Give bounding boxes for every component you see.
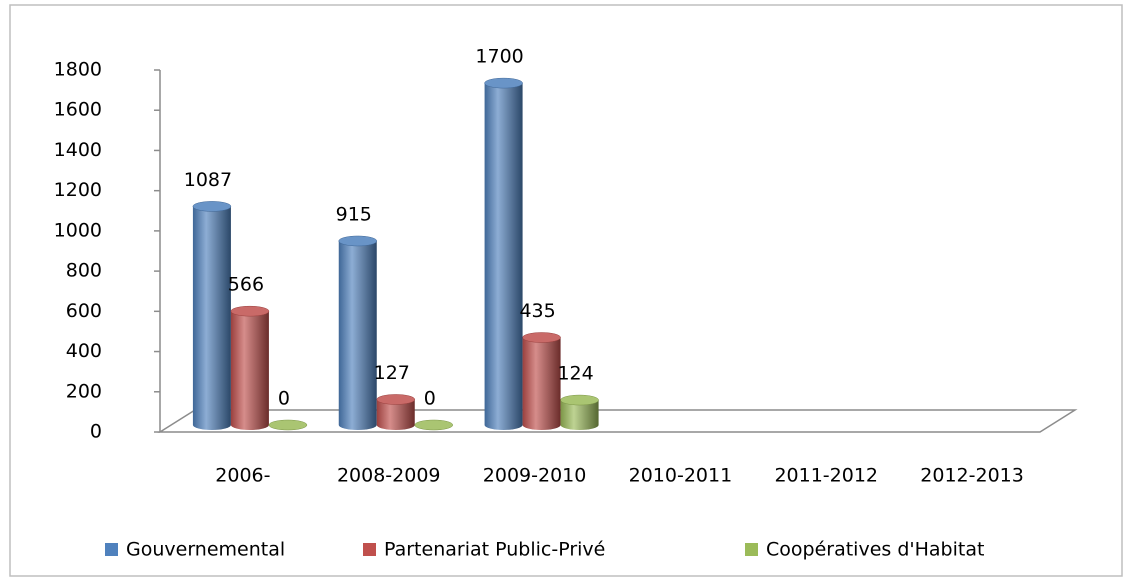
- chart-frame: [9, 4, 1123, 577]
- data-label: 124: [557, 363, 593, 385]
- bar-top: [230, 305, 270, 317]
- bar-top: [522, 332, 561, 343]
- x-tick-label: 2010-2011: [629, 465, 733, 487]
- y-tick-label: 800: [66, 260, 102, 282]
- y-tick-label: 600: [66, 300, 102, 322]
- y-tick-label: 200: [66, 380, 102, 402]
- bar: [338, 240, 377, 430]
- data-label: 1700: [475, 46, 523, 68]
- x-tick-label: 2009-2010: [483, 465, 587, 487]
- y-tick-label: 0: [90, 421, 102, 443]
- bar: [484, 83, 523, 430]
- data-label: 127: [374, 362, 410, 384]
- legend-swatch: [363, 543, 376, 556]
- bar-top: [484, 77, 523, 89]
- legend-swatch: [105, 543, 118, 556]
- bar: [560, 400, 599, 430]
- bar-top: [192, 201, 232, 212]
- bar-top: [338, 235, 377, 247]
- x-tick-label: 2008-2009: [337, 465, 441, 487]
- data-label: 566: [228, 274, 264, 296]
- x-tick-label: 2012-2013: [920, 465, 1024, 487]
- bar: [192, 206, 231, 430]
- bar-top: [560, 394, 599, 406]
- x-tick-label: 2006-: [215, 465, 270, 487]
- data-label: 435: [519, 300, 555, 322]
- x-tick-label: 2011-2012: [774, 465, 878, 487]
- y-tick-label: 1400: [54, 139, 102, 161]
- bar: [522, 337, 561, 430]
- data-label: 1087: [184, 169, 232, 191]
- bar: [376, 399, 415, 430]
- y-tick-label: 1600: [54, 99, 102, 121]
- data-label: 915: [336, 203, 372, 225]
- bar-top: [376, 394, 415, 405]
- bar-top: [268, 419, 308, 431]
- legend-label: Partenariat Public-Privé: [384, 539, 605, 561]
- y-tick-label: 1800: [54, 59, 102, 81]
- y-tick-label: 1200: [54, 179, 102, 201]
- y-tick-label: 400: [66, 340, 102, 362]
- legend-label: Gouvernemental: [126, 539, 285, 561]
- data-label: 0: [278, 388, 290, 410]
- legend-label: Coopératives d'Habitat: [766, 539, 984, 561]
- bar-top: [414, 419, 453, 431]
- bar: [230, 311, 269, 430]
- legend-swatch: [745, 543, 758, 556]
- y-tick-label: 1000: [54, 219, 102, 241]
- data-label: 0: [424, 388, 436, 410]
